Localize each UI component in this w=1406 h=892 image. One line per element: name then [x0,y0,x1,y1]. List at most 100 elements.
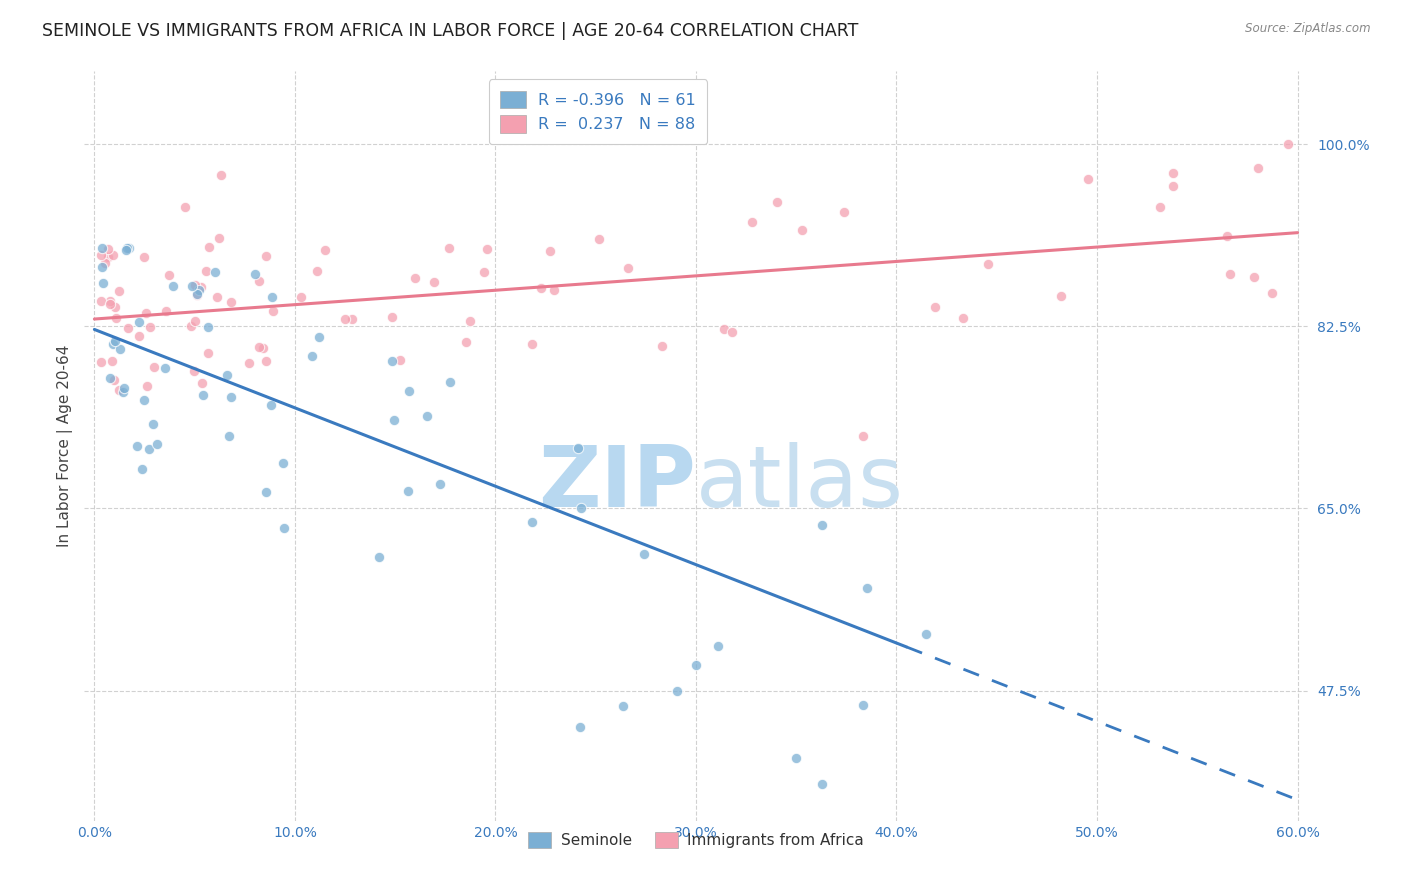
Point [142,417,165,432]
Point [454,334,477,349]
Point [190,280,212,294]
Point [155,304,177,318]
Point [569,720,592,734]
Point [924,300,946,314]
Point [218,429,240,443]
Point [404,271,426,285]
Point [186,288,208,302]
Point [104,310,127,325]
Point [135,306,157,320]
Point [273,521,295,535]
Point [238,356,260,370]
Point [707,639,730,653]
Point [855,582,877,596]
Point [217,368,239,383]
Point [785,751,807,765]
Point [398,384,420,398]
Point [766,194,789,209]
Point [138,442,160,457]
Point [97,250,120,264]
Point [90,248,112,262]
Point [173,200,195,214]
Point [271,457,294,471]
Point [588,232,610,246]
Point [209,169,232,183]
Point [93,256,115,270]
Point [136,379,159,393]
Point [1243,269,1265,284]
Point [97,243,120,257]
Point [181,279,204,293]
Point [108,343,131,357]
Point [219,390,242,404]
Point [543,283,565,297]
Point [111,385,134,400]
Point [139,319,162,334]
Point [183,364,205,378]
Point [530,281,553,295]
Point [790,223,813,237]
Point [368,550,391,565]
Point [194,264,217,278]
Point [1149,200,1171,214]
Point [91,260,114,274]
Point [191,388,214,402]
Point [197,239,219,253]
Point [100,371,122,385]
Point [247,274,270,288]
Point [90,355,112,369]
Point [117,241,139,255]
Point [520,515,543,529]
Point [538,244,561,258]
Point [567,441,589,455]
Point [208,231,231,245]
Point [108,285,131,299]
Point [155,360,177,375]
Point [98,294,121,309]
Point [952,311,974,326]
Point [301,349,323,363]
Point [143,360,166,375]
Point [388,353,411,368]
Point [247,340,270,354]
Point [115,243,138,257]
Point [254,485,277,500]
Point [1261,285,1284,300]
Point [104,300,127,314]
Point [458,314,481,328]
Point [107,383,129,397]
Point [569,501,592,516]
Point [1161,166,1184,180]
Point [197,346,219,360]
Point [132,393,155,408]
Point [1163,178,1185,193]
Point [91,276,114,290]
Point [186,287,208,301]
Point [416,409,439,424]
Point [117,321,139,335]
Point [103,334,125,348]
Point [180,319,202,334]
Point [245,267,267,281]
Point [205,290,228,304]
Y-axis label: In Labor Force | Age 20-64: In Labor Force | Age 20-64 [58,345,73,547]
Point [128,315,150,329]
Point [260,398,283,412]
Point [852,428,875,442]
Point [103,337,125,351]
Point [290,290,312,304]
Point [811,777,834,791]
Point [381,310,404,325]
Point [131,462,153,476]
Point [915,627,938,641]
Point [90,293,112,308]
Point [977,257,1000,271]
Point [204,265,226,279]
Text: atlas: atlas [696,442,904,525]
Point [633,547,655,561]
Point [741,215,763,229]
Point [197,319,219,334]
Point [333,311,356,326]
Point [103,248,125,262]
Point [162,278,184,293]
